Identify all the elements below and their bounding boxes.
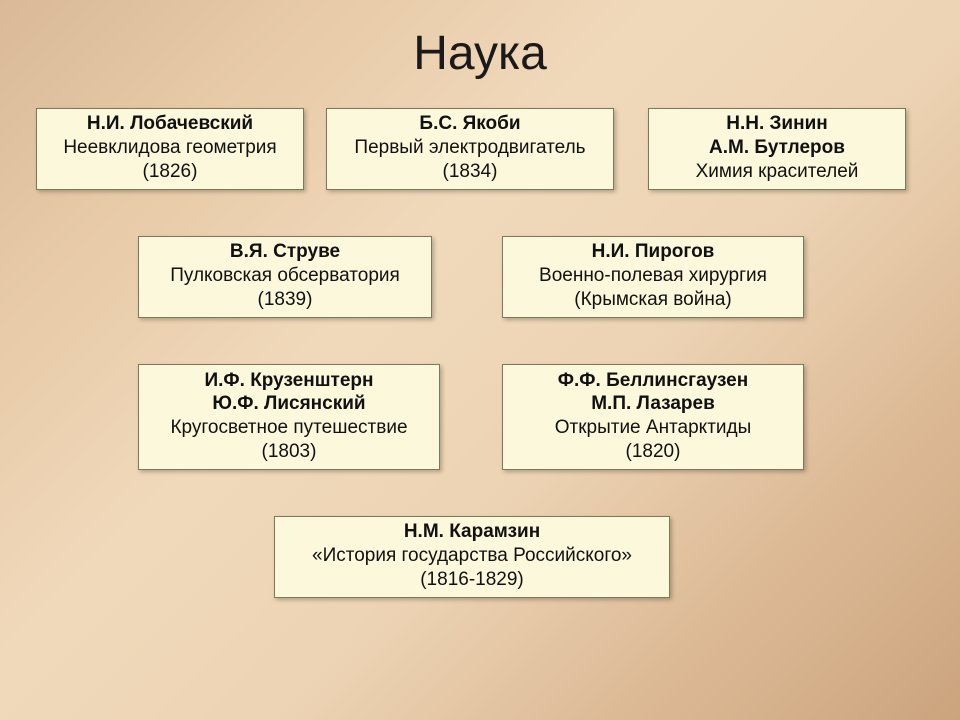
- card-name: Н.И. Лобачевский: [47, 112, 293, 136]
- card-name: Н.М. Карамзин: [285, 520, 659, 544]
- card-karamzin: Н.М. Карамзин«История государства Россий…: [274, 516, 670, 598]
- card-desc: (1834): [337, 160, 603, 184]
- card-desc: (1839): [149, 288, 421, 312]
- card-name: И.Ф. Крузенштерн: [149, 369, 429, 393]
- card-name: В.Я. Струве: [149, 240, 421, 264]
- card-zinin: Н.Н. ЗининА.М. БутлеровХимия красителей: [648, 108, 906, 190]
- card-name: А.М. Бутлеров: [659, 136, 895, 160]
- card-desc: «История государства Российского»: [285, 544, 659, 568]
- card-name: Б.С. Якоби: [337, 112, 603, 136]
- card-desc: (Крымская война): [513, 288, 793, 312]
- card-name: Н.Н. Зинин: [659, 112, 895, 136]
- card-yakobi: Б.С. ЯкобиПервый электродвигатель(1834): [326, 108, 614, 190]
- slide-title: Наука: [0, 26, 960, 81]
- card-kruzenstern: И.Ф. КрузенштернЮ.Ф. ЛисянскийКругосветн…: [138, 364, 440, 470]
- card-desc: Кругосветное путешествие: [149, 416, 429, 440]
- card-desc: Военно-полевая хирургия: [513, 264, 793, 288]
- card-bellingshausen: Ф.Ф. БеллинсгаузенМ.П. ЛазаревОткрытие А…: [502, 364, 804, 470]
- card-desc: Пулковская обсерватория: [149, 264, 421, 288]
- card-pirogov: Н.И. ПироговВоенно-полевая хирургия(Крым…: [502, 236, 804, 318]
- card-desc: (1803): [149, 440, 429, 464]
- card-desc: Неевклидова геометрия: [47, 136, 293, 160]
- card-name: М.П. Лазарев: [513, 392, 793, 416]
- card-name: Ю.Ф. Лисянский: [149, 392, 429, 416]
- card-name: Н.И. Пирогов: [513, 240, 793, 264]
- card-desc: (1816-1829): [285, 568, 659, 592]
- card-name: Ф.Ф. Беллинсгаузен: [513, 369, 793, 393]
- card-struve: В.Я. СтрувеПулковская обсерватория(1839): [138, 236, 432, 318]
- card-desc: (1826): [47, 160, 293, 184]
- card-desc: Открытие Антарктиды: [513, 416, 793, 440]
- slide: Наука Н.И. ЛобачевскийНеевклидова геомет…: [0, 0, 960, 720]
- card-lobachevsky: Н.И. ЛобачевскийНеевклидова геометрия(18…: [36, 108, 304, 190]
- card-desc: Химия красителей: [659, 160, 895, 184]
- card-desc: Первый электродвигатель: [337, 136, 603, 160]
- card-desc: (1820): [513, 440, 793, 464]
